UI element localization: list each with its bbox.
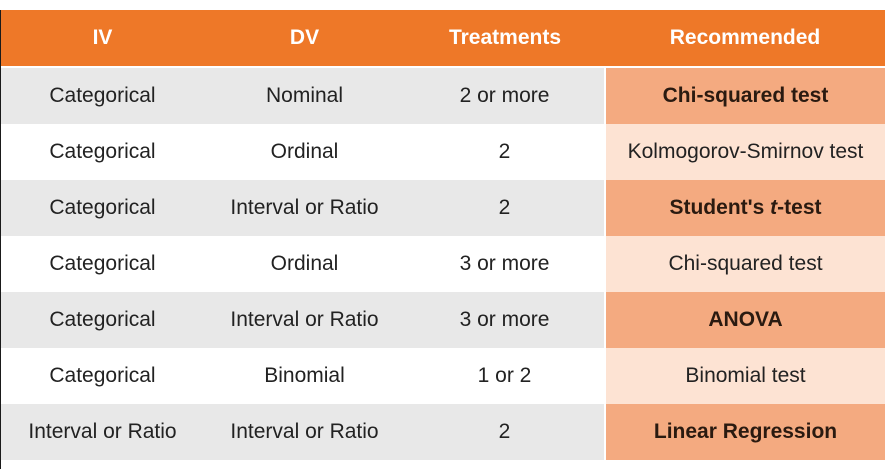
table-row: Interval or Ratio Interval or Ratio 2 Li… bbox=[1, 404, 885, 460]
dv-cell: Interval or Ratio bbox=[204, 292, 405, 348]
treatments-cell: 2 bbox=[405, 180, 605, 236]
recommended-cell: ANOVA bbox=[604, 292, 885, 348]
header-dv: DV bbox=[204, 10, 405, 68]
table-row: Categorical Nominal 2 or more Chi-square… bbox=[1, 67, 885, 124]
iv-cell: Categorical bbox=[1, 348, 204, 404]
recommended-variable: t bbox=[770, 196, 778, 219]
treatments-cell: 3 or more bbox=[405, 292, 605, 348]
iv-cell: Interval or Ratio bbox=[1, 404, 204, 460]
table-row: Categorical Interval or Ratio 3 or more … bbox=[1, 292, 885, 348]
dv-cell: Interval or Ratio bbox=[204, 404, 405, 460]
table-row: Categorical Binomial 1 or 2 Binomial tes… bbox=[1, 348, 885, 404]
recommended-cell: Kolmogorov-Smirnov test bbox=[604, 124, 885, 180]
test-selection-table: IV DV Treatments Recommended Categorical… bbox=[1, 10, 885, 460]
treatments-cell: 2 or more bbox=[405, 67, 605, 124]
header-iv: IV bbox=[1, 10, 204, 68]
recommended-suffix: -test bbox=[777, 196, 822, 219]
treatments-cell: 3 or more bbox=[405, 236, 605, 292]
recommended-cell: Binomial test bbox=[604, 348, 885, 404]
dv-cell: Ordinal bbox=[204, 236, 405, 292]
table-row: Categorical Interval or Ratio 2 Student'… bbox=[1, 180, 885, 236]
header-treatments: Treatments bbox=[405, 10, 605, 68]
table-row: Categorical Ordinal 2 Kolmogorov-Smirnov… bbox=[1, 124, 885, 180]
treatments-cell: 1 or 2 bbox=[405, 348, 605, 404]
dv-cell: Nominal bbox=[204, 67, 405, 124]
test-selection-table-frame: IV DV Treatments Recommended Categorical… bbox=[0, 10, 885, 469]
header-recommended: Recommended bbox=[605, 10, 885, 68]
header-row: IV DV Treatments Recommended bbox=[1, 10, 885, 68]
iv-cell: Categorical bbox=[1, 67, 204, 124]
dv-cell: Interval or Ratio bbox=[204, 180, 405, 236]
iv-cell: Categorical bbox=[1, 124, 204, 180]
dv-cell: Binomial bbox=[204, 348, 405, 404]
recommended-cell: Chi-squared test bbox=[604, 236, 885, 292]
recommended-prefix: Student's bbox=[669, 196, 771, 219]
treatments-cell: 2 bbox=[405, 404, 605, 460]
treatments-cell: 2 bbox=[405, 124, 605, 180]
table-row: Categorical Ordinal 3 or more Chi-square… bbox=[1, 236, 885, 292]
iv-cell: Categorical bbox=[1, 236, 204, 292]
iv-cell: Categorical bbox=[1, 292, 204, 348]
recommended-cell: Chi-squared test bbox=[604, 67, 885, 124]
dv-cell: Ordinal bbox=[204, 124, 405, 180]
recommended-cell: Student's t-test bbox=[604, 180, 885, 236]
iv-cell: Categorical bbox=[1, 180, 204, 236]
recommended-cell: Linear Regression bbox=[604, 404, 885, 460]
